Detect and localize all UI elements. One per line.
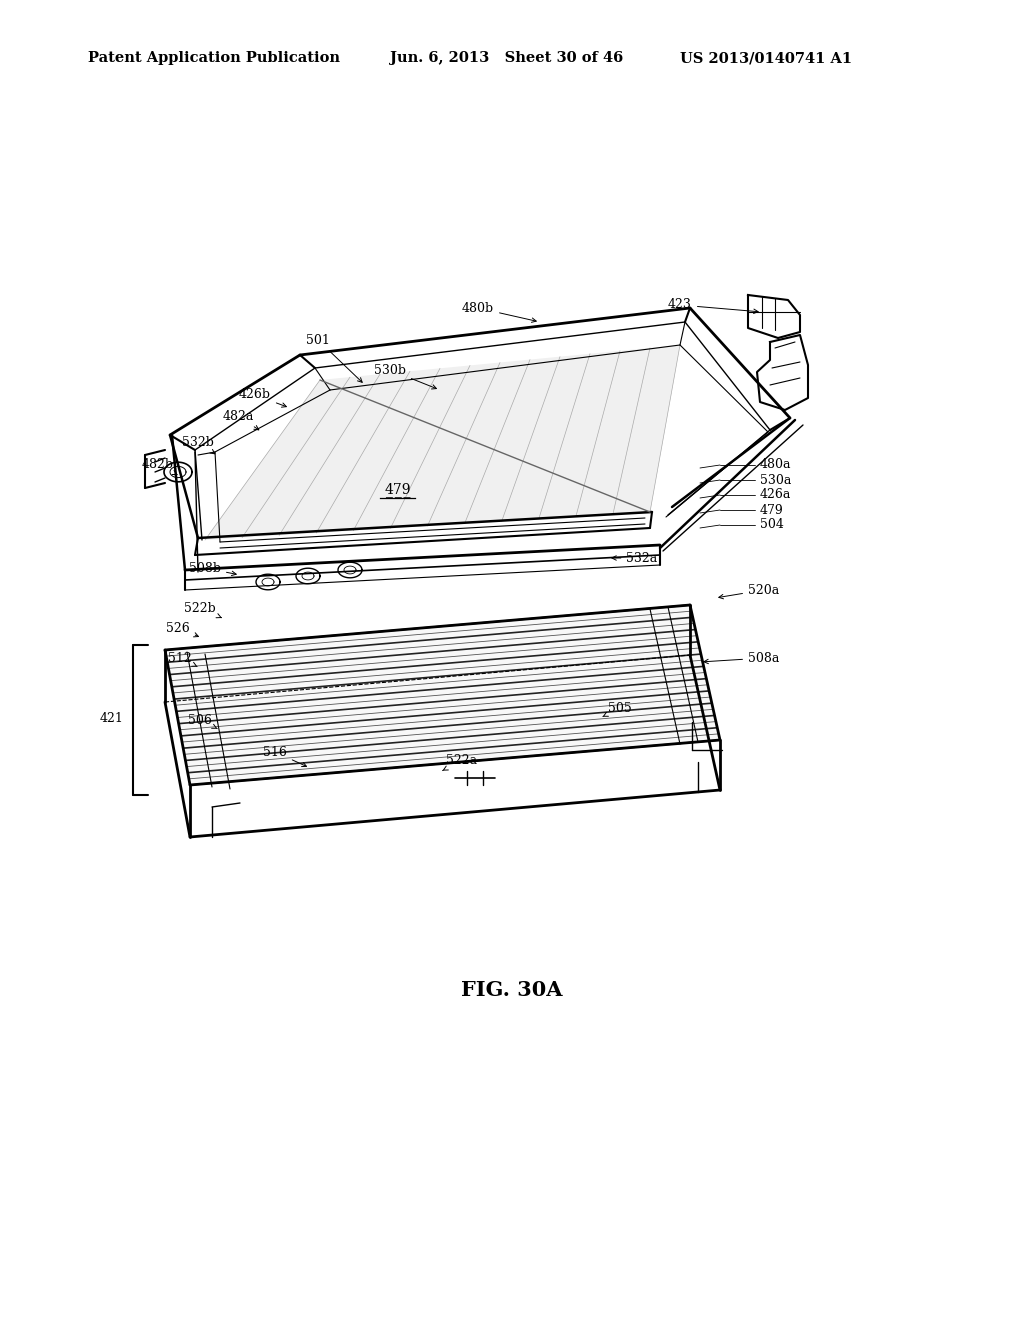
Text: 532a: 532a [612,552,657,565]
Text: 426b: 426b [239,388,287,407]
Text: 506: 506 [188,714,217,729]
Text: 526: 526 [166,622,199,636]
Text: 522a: 522a [442,754,477,771]
Text: 505: 505 [603,701,632,717]
Text: 501: 501 [306,334,362,383]
Text: 423: 423 [668,298,758,314]
Text: FIG. 30A: FIG. 30A [461,979,563,1001]
Polygon shape [165,605,720,785]
Text: 482a: 482a [222,409,259,430]
Text: 421: 421 [100,711,124,725]
Text: 532b: 532b [182,436,215,454]
Text: 4̲7̲9̲: 4̲7̲9̲ [385,483,412,498]
Text: 482b: 482b [142,458,177,475]
Text: 480b: 480b [462,301,537,322]
Text: 508a: 508a [703,652,779,664]
Text: 426a: 426a [760,488,792,502]
Text: Jun. 6, 2013   Sheet 30 of 46: Jun. 6, 2013 Sheet 30 of 46 [390,51,624,65]
Text: Patent Application Publication: Patent Application Publication [88,51,340,65]
Text: 504: 504 [760,519,784,532]
Text: 480a: 480a [760,458,792,471]
Text: 512: 512 [168,652,198,667]
Text: 508b: 508b [189,561,237,576]
Text: 520a: 520a [719,583,779,599]
Text: 530b: 530b [374,363,436,389]
Text: 522b: 522b [184,602,221,618]
Polygon shape [205,345,680,540]
Text: US 2013/0140741 A1: US 2013/0140741 A1 [680,51,852,65]
Text: 479: 479 [760,503,783,516]
Text: 516: 516 [263,746,306,767]
Text: 530a: 530a [760,474,792,487]
